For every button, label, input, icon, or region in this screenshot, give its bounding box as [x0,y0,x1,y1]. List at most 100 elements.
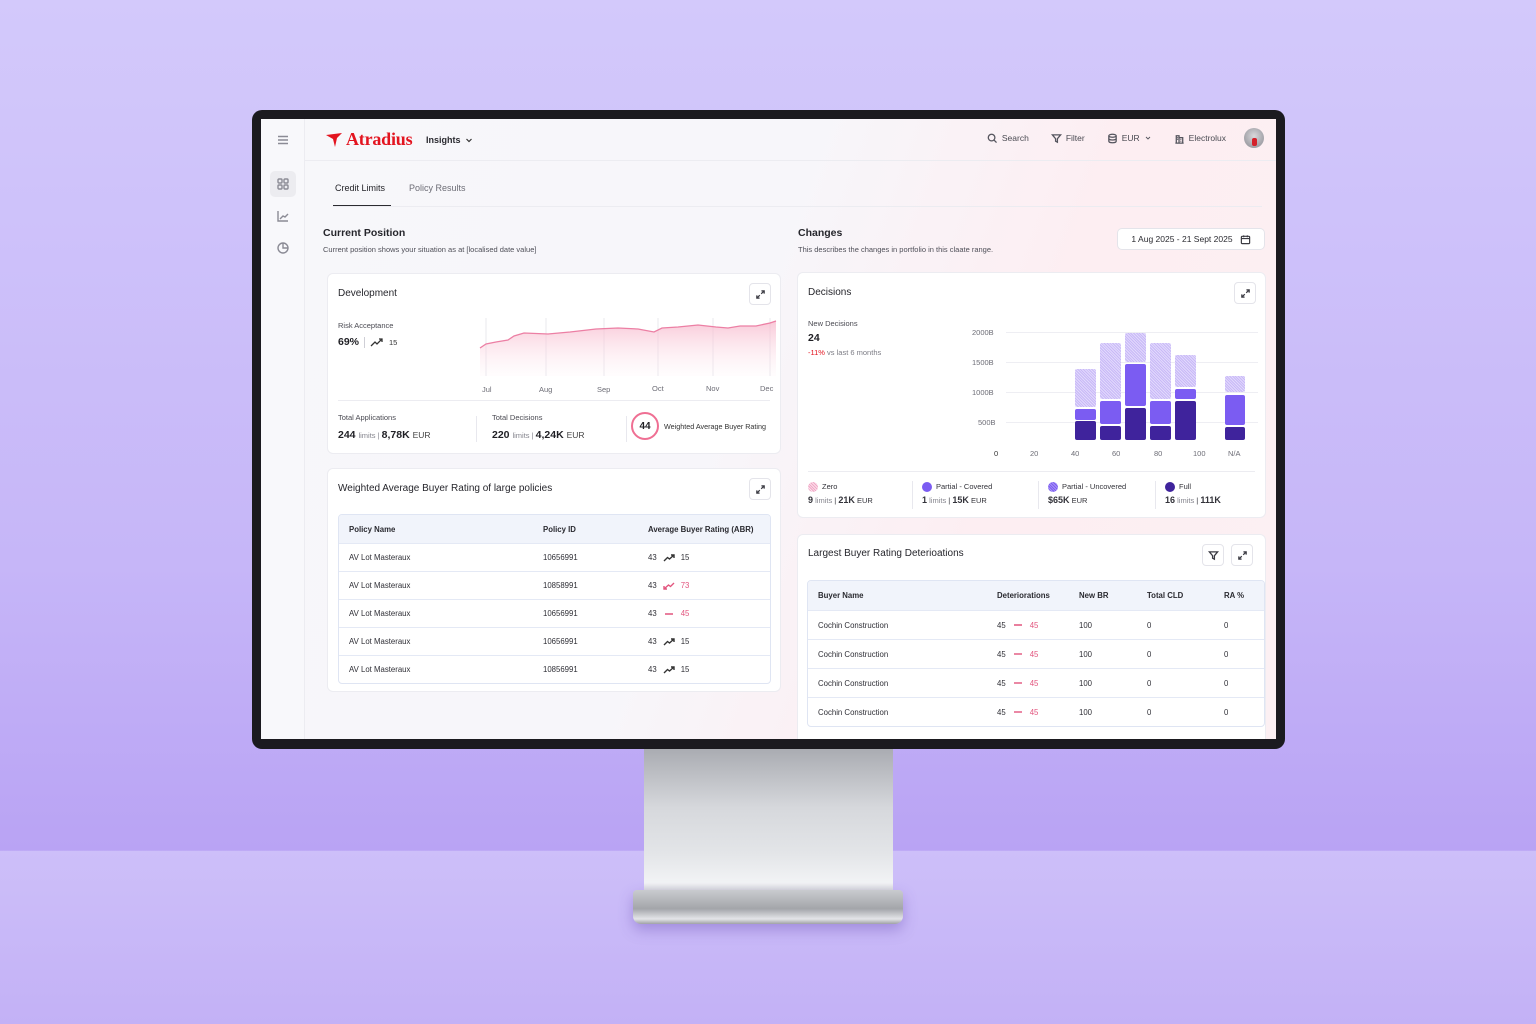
zero-swatch-icon [808,482,818,493]
search-button[interactable]: Search [987,133,1029,144]
month-label: Dec [760,384,774,393]
changes-title: Changes [798,227,843,239]
policy-name: AV Lot Masteraux [349,609,411,618]
table-row[interactable]: AV Lot Masteraux 10856991 43 15 [339,655,770,683]
det-new: 45 [1029,620,1039,630]
filter-button[interactable] [1202,544,1224,566]
monitor-stand-base [633,890,903,924]
column-header[interactable]: Buyer Name [818,591,864,600]
sidebar-item-reports[interactable] [270,235,296,261]
column-header[interactable]: Policy Name [349,524,396,534]
abr-cell: 43 15 [638,553,689,562]
brand-logo[interactable]: Atradius [325,129,413,150]
change-pct: -11% [808,348,825,357]
table-row[interactable]: Cochin Construction 45 45 100 0 0 [808,610,1264,639]
trend-flat-icon [1013,682,1022,684]
policy-id: 10656991 [543,609,578,618]
new-decisions-label: New Decisions [808,319,858,328]
legend-amount: 111K [1200,495,1221,506]
legend-label: Partial - Uncovered [1062,482,1127,491]
divider [476,416,477,442]
column-header[interactable]: Average Buyer Rating (ABR) [648,524,754,534]
abr-delta: 73 [680,581,690,590]
sidebar-item-dashboard[interactable] [270,171,296,197]
new-decisions-change: -11% vs last 6 months [808,348,881,357]
risk-acceptance-chart [479,318,777,376]
sidebar-item-analytics[interactable] [270,203,296,229]
expand-button[interactable] [749,478,771,500]
limits-unit: limits [358,431,376,440]
x-tick: 0 [994,449,999,458]
month-label: Oct [652,384,664,393]
risk-acceptance-value: 69% [338,336,360,348]
expand-icon [755,484,765,494]
table-row[interactable]: AV Lot Masteraux 10656991 43 45 [339,599,770,627]
left-rail [261,119,305,739]
trend-flat-icon [1013,624,1022,626]
tabs-divider [333,206,1262,207]
expand-button[interactable] [749,283,771,305]
filter-button[interactable]: Filter [1050,133,1085,144]
column-header[interactable]: Deteriorations [997,591,1050,600]
y-tick: 1500B [972,358,994,367]
column-header[interactable]: New BR [1079,591,1109,600]
app-screen: Atradius Insights Search Filter EUR Elec… [261,119,1276,739]
table-row[interactable]: AV Lot Masteraux 10858991 43 73 [339,571,770,599]
table-row[interactable]: AV Lot Masteraux 10656991 43 15 [339,627,770,655]
policy-id: 10656991 [543,637,578,646]
month-label: Sep [597,385,611,394]
menu-button[interactable] [270,127,296,153]
legend-partial-uncovered: Partial - Uncovered $65K EUR [1048,482,1126,505]
table-row[interactable]: Cochin Construction 45 45 100 0 0 [808,697,1264,726]
expand-icon [755,289,765,299]
column-header[interactable]: Policy ID [543,524,576,534]
total-decisions-label: Total Decisions [492,413,543,422]
partial-uncovered-swatch-icon [1048,482,1058,493]
deterioration-cell: 45 45 [987,621,1069,630]
table-row[interactable]: AV Lot Masteraux 10656991 43 15 [339,543,770,571]
new-br: 100 [1079,678,1093,688]
table-row[interactable]: Cochin Construction 45 45 100 0 0 [808,668,1264,697]
policy-id: 10656991 [543,553,578,562]
legend-unit: limits [1177,496,1195,506]
line-chart-icon [277,211,289,222]
legend-count: 1 [922,495,928,506]
legend-full: Full 16 limits | 111K [1165,482,1221,506]
table-header: Policy Name Policy ID Average Buyer Rati… [339,515,770,543]
tab-credit-limits[interactable]: Credit Limits [333,177,392,207]
column-header[interactable]: Total CLD [1147,591,1184,600]
risk-acceptance-stat: 69% 15 [338,336,397,348]
deteriorations-title: Largest Buyer Rating Deterioations [808,548,964,559]
abr-value: 43 [648,637,657,646]
company-selector[interactable]: Electrolux [1174,133,1226,144]
expand-button[interactable] [1234,282,1256,304]
legend-label: Zero [822,482,838,491]
det-old: 45 [997,678,1006,688]
wabr-table-card: Weighted Average Buyer Rating of large p… [327,468,781,692]
legend-amount: 15K [952,495,969,506]
filter-icon [1207,550,1219,560]
expand-button[interactable] [1231,544,1253,566]
change-text: vs last 6 months [827,348,882,357]
currency-selector[interactable]: EUR [1107,133,1152,144]
brand-name: Atradius [346,129,413,149]
deterioration-cell: 45 45 [987,679,1069,688]
table-row[interactable]: Cochin Construction 45 45 100 0 0 [808,639,1264,668]
date-range-picker[interactable]: 1 Aug 2025 - 21 Sept 2025 [1117,228,1265,250]
user-avatar[interactable] [1244,128,1264,148]
y-tick: 500B [978,418,996,427]
legend-amount: 21K [838,495,855,506]
x-tick: 100 [1193,449,1206,458]
total-applications-stat: 244 limits | 8,78K EUR [338,429,431,441]
divider [1155,481,1156,509]
column-header[interactable]: RA % [1224,591,1245,600]
total-decisions-amount: 4,24K [535,429,564,441]
ra-pct: 0 [1224,707,1229,717]
product-switcher[interactable]: Insights [426,135,473,145]
date-range-value: 1 Aug 2025 - 21 Sept 2025 [1131,234,1233,244]
y-tick: 2000B [972,328,994,337]
tab-policy-results[interactable]: Policy Results [409,183,466,193]
wabr-label: Weighted Average Buyer Rating [664,422,767,431]
det-old: 45 [997,649,1006,659]
abr-value: 43 [648,581,657,590]
